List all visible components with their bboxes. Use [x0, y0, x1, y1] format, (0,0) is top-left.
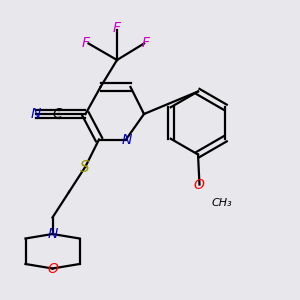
Text: N: N: [47, 227, 58, 241]
Text: N: N: [30, 107, 40, 121]
Text: CH₃: CH₃: [212, 198, 232, 208]
Text: F: F: [142, 36, 150, 50]
Text: O: O: [193, 178, 204, 192]
Text: F: F: [113, 22, 121, 35]
Text: O: O: [47, 262, 58, 276]
Text: F: F: [82, 36, 89, 50]
Text: S: S: [80, 160, 89, 175]
Text: N: N: [122, 133, 132, 146]
Text: C: C: [53, 107, 62, 121]
